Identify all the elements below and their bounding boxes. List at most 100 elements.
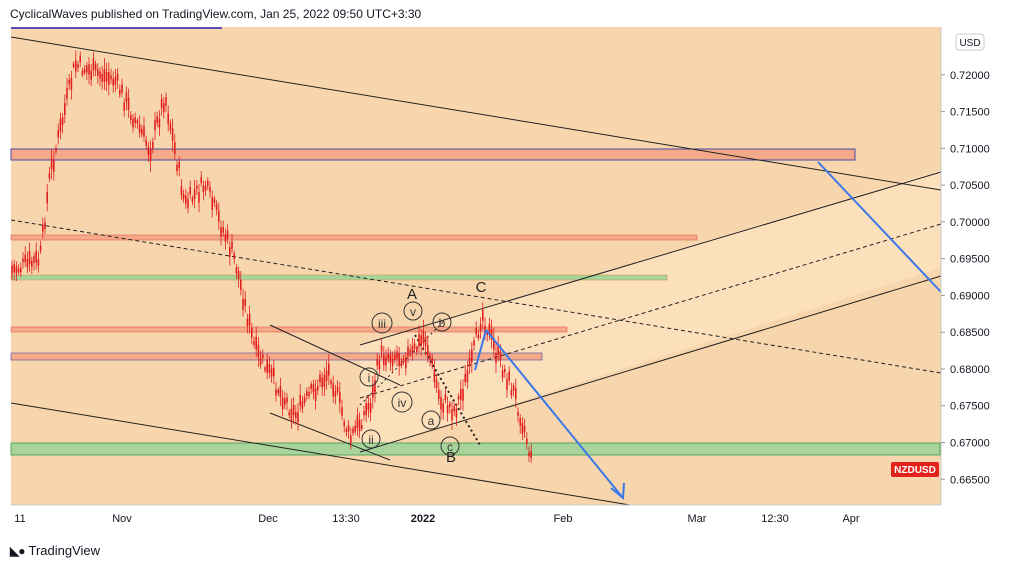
candle-body xyxy=(246,318,249,326)
candle-body xyxy=(486,331,488,336)
candle-body xyxy=(310,384,312,389)
candle-body xyxy=(416,347,418,352)
channel-top-line[interactable] xyxy=(359,171,942,346)
candle-body xyxy=(116,73,119,81)
candle-body xyxy=(86,65,88,73)
projection-arrow-secondary[interactable] xyxy=(817,161,942,293)
candle-body xyxy=(17,268,20,273)
price-chart[interactable]: A C B i ii iii iv v a b c USD xyxy=(0,0,1009,540)
lower-trendline[interactable] xyxy=(10,402,631,506)
candle-body xyxy=(387,353,389,359)
candle-body xyxy=(259,358,262,365)
projection-arrow-primary[interactable] xyxy=(485,329,625,501)
wedge-bottom-line[interactable] xyxy=(269,412,391,461)
candle-body xyxy=(75,60,77,72)
svg-text:C: C xyxy=(476,279,487,296)
candle-body xyxy=(35,250,37,263)
candle-body xyxy=(240,279,242,290)
candle-body xyxy=(141,129,143,135)
candle-body xyxy=(332,383,334,397)
candle-body xyxy=(37,258,40,266)
candle-body xyxy=(383,354,385,366)
candle-body xyxy=(28,251,31,265)
candle-body xyxy=(361,425,363,429)
candle-body xyxy=(101,74,103,83)
candle-body xyxy=(493,337,495,350)
candle-body xyxy=(442,403,444,413)
candle-body xyxy=(123,102,125,111)
x-label-1230: 12:30 xyxy=(761,513,789,525)
resistance-zone-0-697[interactable] xyxy=(10,234,698,241)
wedge-top-line[interactable] xyxy=(269,324,401,386)
candle-body xyxy=(226,230,229,239)
candle-body xyxy=(149,148,152,162)
candle-body xyxy=(77,64,79,68)
y-tick-label: 0.69000 xyxy=(950,290,990,302)
candle-body xyxy=(66,87,68,99)
candle-body xyxy=(125,92,128,102)
resistance-zone-0-686[interactable] xyxy=(10,326,568,333)
candle-body xyxy=(409,349,411,353)
candle-body xyxy=(110,75,112,80)
candle-body xyxy=(453,406,455,412)
candle-body xyxy=(446,405,449,414)
projection-arrow-short[interactable] xyxy=(474,329,487,371)
candle-body xyxy=(253,341,255,346)
tradingview-logo-icon: ◣● xyxy=(10,543,26,558)
channel-bottom-line[interactable] xyxy=(359,275,942,453)
candle-body xyxy=(356,415,359,428)
candle-body xyxy=(262,354,264,358)
candle-body xyxy=(44,222,46,229)
candle-body xyxy=(229,247,231,258)
candle-body xyxy=(435,379,438,388)
price-axis-ticks: 0.72000 0.71500 0.71000 0.70500 0.70000 0.695… xyxy=(941,70,990,486)
candle-body xyxy=(475,328,477,335)
candle-body xyxy=(198,192,200,203)
candle-body xyxy=(530,451,532,458)
candle-body xyxy=(444,394,447,400)
candle-body xyxy=(449,403,451,408)
support-zone-0-692[interactable] xyxy=(10,274,668,281)
candle-body xyxy=(119,90,121,95)
svg-text:i: i xyxy=(368,371,371,385)
dotted-line-2[interactable] xyxy=(359,319,446,406)
footer-brand: TradingView xyxy=(28,543,101,558)
candle-body xyxy=(147,147,150,155)
time-axis[interactable] xyxy=(11,505,941,535)
candle-body xyxy=(48,173,51,179)
dashed-trendline[interactable] xyxy=(10,219,942,374)
last-price-badge[interactable]: NZDUSD xyxy=(891,462,939,477)
candle-body xyxy=(53,160,55,172)
candle-body xyxy=(358,419,361,432)
candle-body xyxy=(257,344,260,358)
upper-trendline[interactable] xyxy=(10,36,942,191)
channel-mid-line[interactable] xyxy=(359,223,942,399)
candle-body xyxy=(288,412,290,416)
y-tick-label: 0.68000 xyxy=(950,364,990,376)
candle-body xyxy=(68,79,70,85)
candle-body xyxy=(94,64,97,71)
resistance-zone-0-682[interactable] xyxy=(10,352,543,361)
support-zone-bottom[interactable] xyxy=(10,442,941,456)
candle-body xyxy=(411,345,414,354)
svg-text:USD: USD xyxy=(959,38,980,49)
price-axis[interactable] xyxy=(941,27,999,505)
candle-body xyxy=(451,409,453,421)
footer[interactable]: ◣● TradingView xyxy=(10,543,100,558)
candle-body xyxy=(268,364,271,373)
candle-body xyxy=(427,345,429,356)
candle-body xyxy=(46,192,48,204)
candle-body xyxy=(158,118,161,128)
candle-body xyxy=(299,394,301,406)
candle-body xyxy=(471,349,473,363)
candle-body xyxy=(323,375,326,387)
candle-body xyxy=(402,358,405,362)
candle-body xyxy=(26,258,29,268)
candle-body xyxy=(55,147,57,152)
candle-body xyxy=(167,113,169,124)
candle-body xyxy=(292,404,295,415)
candle-body xyxy=(482,309,484,321)
candle-body xyxy=(515,388,517,400)
candle-body xyxy=(512,385,515,391)
resistance-zone-top[interactable] xyxy=(10,148,856,161)
